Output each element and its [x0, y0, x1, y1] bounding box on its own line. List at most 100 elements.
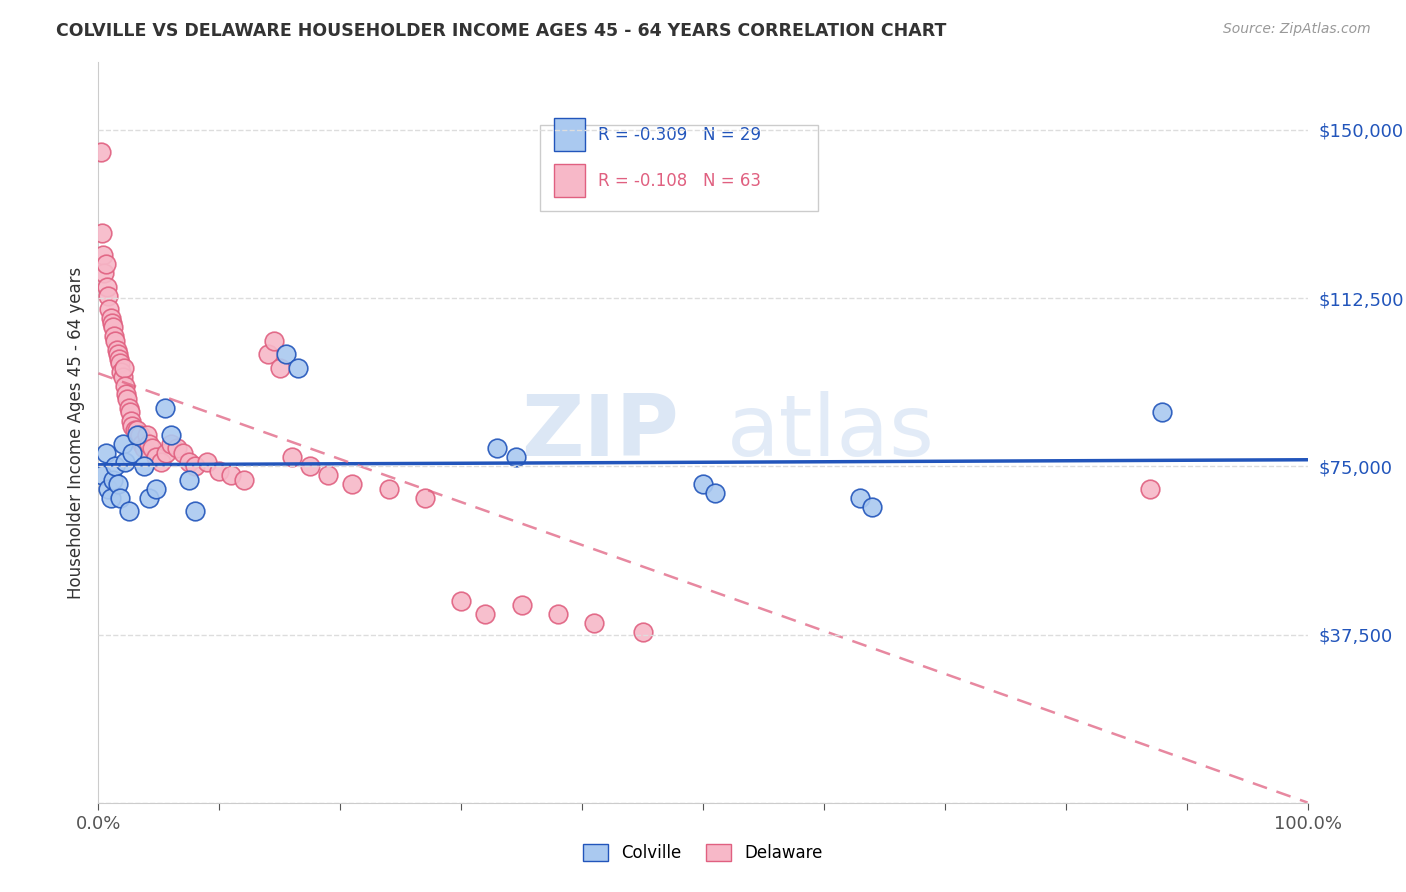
- Point: [474, 607, 496, 622]
- Point: [510, 599, 533, 613]
- Point: [195, 455, 218, 469]
- Point: [108, 356, 131, 370]
- Point: [256, 347, 278, 361]
- Point: [97, 482, 120, 496]
- Point: [103, 329, 125, 343]
- Legend: Colville, Delaware: Colville, Delaware: [576, 837, 830, 869]
- Point: [120, 414, 142, 428]
- Point: [208, 464, 231, 478]
- Text: atlas: atlas: [727, 391, 935, 475]
- Point: [179, 455, 201, 469]
- Point: [547, 607, 569, 622]
- Point: [135, 428, 157, 442]
- Point: [100, 311, 122, 326]
- Point: [121, 418, 143, 433]
- Point: [118, 401, 141, 415]
- Point: [232, 473, 254, 487]
- Point: [91, 248, 114, 262]
- Point: [299, 459, 322, 474]
- Y-axis label: Householder Income Ages 45 - 64 years: Householder Income Ages 45 - 64 years: [66, 267, 84, 599]
- Point: [94, 446, 117, 460]
- Point: [112, 360, 135, 375]
- Point: [155, 446, 177, 460]
- Point: [90, 145, 112, 160]
- Point: [127, 428, 149, 442]
- Point: [184, 459, 207, 474]
- Point: [221, 468, 243, 483]
- Point: [118, 405, 141, 419]
- Point: [153, 401, 176, 415]
- Point: [134, 459, 156, 474]
- Point: [115, 387, 138, 401]
- Point: [111, 369, 134, 384]
- Point: [631, 625, 654, 640]
- Point: [145, 482, 167, 496]
- Point: [184, 504, 207, 518]
- Point: [166, 442, 188, 456]
- Point: [127, 423, 149, 437]
- FancyBboxPatch shape: [540, 126, 818, 211]
- Point: [269, 360, 291, 375]
- Point: [98, 302, 121, 317]
- Point: [100, 491, 122, 505]
- Point: [114, 455, 136, 469]
- Point: [138, 491, 160, 505]
- Point: [172, 446, 194, 460]
- Point: [94, 257, 117, 271]
- Point: [96, 280, 118, 294]
- Point: [316, 468, 339, 483]
- Point: [160, 437, 183, 451]
- Text: R = -0.309   N = 29: R = -0.309 N = 29: [598, 126, 761, 144]
- Point: [111, 437, 134, 451]
- Point: [114, 378, 136, 392]
- Point: [128, 428, 150, 442]
- Point: [413, 491, 436, 505]
- Point: [287, 360, 309, 375]
- Point: [150, 455, 173, 469]
- Point: [91, 226, 114, 240]
- Point: [145, 450, 167, 465]
- Point: [342, 477, 364, 491]
- Point: [105, 343, 128, 357]
- Point: [1139, 482, 1161, 496]
- Point: [110, 365, 132, 379]
- Point: [450, 594, 472, 608]
- Point: [134, 442, 156, 456]
- Point: [1152, 405, 1174, 419]
- Point: [101, 473, 124, 487]
- Point: [138, 437, 160, 451]
- Point: [274, 347, 297, 361]
- Point: [107, 477, 129, 491]
- Text: ZIP: ZIP: [522, 391, 679, 475]
- Point: [104, 334, 127, 348]
- Point: [692, 477, 714, 491]
- Point: [124, 423, 146, 437]
- Point: [160, 428, 183, 442]
- Point: [108, 351, 131, 366]
- Point: [486, 442, 509, 456]
- Point: [100, 316, 122, 330]
- Point: [583, 616, 606, 631]
- Point: [118, 504, 141, 518]
- Point: [108, 491, 131, 505]
- Point: [860, 500, 883, 514]
- Point: [141, 442, 163, 456]
- FancyBboxPatch shape: [554, 118, 585, 152]
- Point: [704, 486, 727, 500]
- Point: [849, 491, 872, 505]
- Point: [107, 347, 129, 361]
- Point: [104, 459, 127, 474]
- Point: [281, 450, 304, 465]
- Point: [93, 266, 115, 280]
- Point: [179, 473, 201, 487]
- Text: COLVILLE VS DELAWARE HOUSEHOLDER INCOME AGES 45 - 64 YEARS CORRELATION CHART: COLVILLE VS DELAWARE HOUSEHOLDER INCOME …: [56, 22, 946, 40]
- Point: [505, 450, 527, 465]
- Point: [101, 320, 124, 334]
- Point: [91, 468, 114, 483]
- Point: [121, 446, 143, 460]
- Point: [97, 289, 120, 303]
- Point: [377, 482, 399, 496]
- Point: [263, 334, 285, 348]
- Text: Source: ZipAtlas.com: Source: ZipAtlas.com: [1223, 22, 1371, 37]
- Text: R = -0.108   N = 63: R = -0.108 N = 63: [598, 171, 761, 189]
